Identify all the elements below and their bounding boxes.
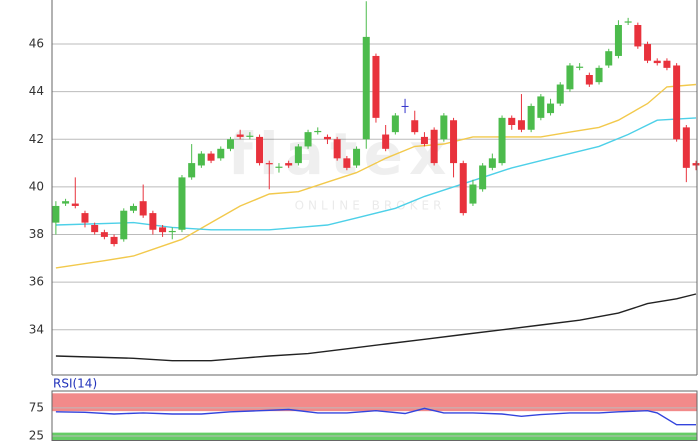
candle-body	[323, 136, 331, 140]
candle-body	[459, 163, 467, 214]
candle-body	[605, 51, 613, 66]
candle-body	[236, 134, 244, 137]
candle-body	[382, 134, 390, 149]
candle-body	[411, 120, 419, 133]
y-tick-label: 34	[29, 322, 44, 336]
candle-body	[624, 21, 632, 23]
candle-body	[450, 120, 458, 164]
candle-body	[430, 129, 438, 164]
y-tick-label: 25	[29, 428, 44, 441]
panel-title: RSI(14)	[53, 377, 97, 391]
candle-body	[420, 136, 428, 145]
candle-body	[304, 132, 312, 147]
candle-body	[188, 163, 196, 178]
candle-body	[178, 177, 186, 230]
y-tick-label: 75	[29, 400, 44, 414]
candle-body	[556, 84, 564, 104]
candle-body	[585, 75, 593, 85]
candle-body	[440, 115, 448, 140]
candle-body	[100, 232, 108, 237]
candle-body	[256, 136, 264, 164]
y-tick-label: 40	[29, 179, 44, 193]
y-tick-label: 42	[29, 132, 44, 146]
candle-body	[692, 163, 700, 166]
candle-body	[488, 158, 496, 168]
candle-body	[52, 205, 60, 223]
candle-body	[508, 117, 516, 125]
indicator-line	[55, 83, 697, 269]
candle-body	[537, 96, 545, 118]
candle-body	[576, 66, 584, 68]
candle-body	[372, 55, 380, 118]
candle-body	[294, 146, 302, 164]
candle-body	[333, 139, 341, 159]
candle-body	[401, 105, 409, 107]
candle-body	[120, 210, 128, 240]
indicator-line	[55, 117, 697, 231]
candle-body	[391, 115, 399, 133]
candle-body	[362, 36, 370, 140]
candle-body	[498, 117, 506, 164]
candle-body	[110, 236, 118, 245]
candle-body	[197, 153, 205, 166]
candle-body	[353, 148, 361, 166]
candle-body	[479, 165, 487, 190]
candle-body	[149, 213, 157, 230]
candle-body	[527, 105, 535, 130]
y-tick-label: 38	[29, 227, 44, 241]
candle-body	[566, 65, 574, 90]
candle-body	[634, 25, 642, 47]
candle-body	[644, 44, 652, 61]
candle-body	[614, 25, 622, 56]
indicator-line	[55, 293, 697, 362]
candle-body	[469, 184, 477, 204]
candle-body	[265, 163, 273, 165]
candle-body	[682, 127, 690, 168]
candle-body	[91, 225, 99, 233]
candle-body	[81, 213, 89, 223]
indicator-line	[55, 407, 696, 426]
candle-body	[62, 201, 70, 204]
candle-body	[673, 65, 681, 140]
y-tick-label: 44	[29, 84, 44, 98]
candle-body	[517, 120, 525, 130]
candle-body	[314, 130, 322, 133]
candle-body	[71, 203, 79, 206]
candle-body	[653, 60, 661, 64]
candle-body	[547, 103, 555, 114]
candle-body	[663, 60, 671, 68]
candle-body	[246, 135, 254, 137]
watermark-sub: ONLINE BROKER	[295, 199, 446, 213]
candle-body	[217, 148, 225, 159]
y-tick-label: 36	[29, 275, 44, 289]
candle-body	[226, 139, 234, 149]
candle-body	[168, 230, 176, 233]
candle-body	[343, 158, 351, 168]
candle-body	[207, 153, 215, 161]
candle-body	[139, 201, 147, 216]
candle-body	[595, 67, 603, 83]
candle-body	[275, 166, 283, 168]
candle-body	[159, 227, 167, 233]
candle-body	[129, 205, 137, 211]
y-tick-label: 46	[29, 37, 44, 51]
candle-body	[285, 163, 293, 166]
rsi-band	[51, 432, 698, 441]
